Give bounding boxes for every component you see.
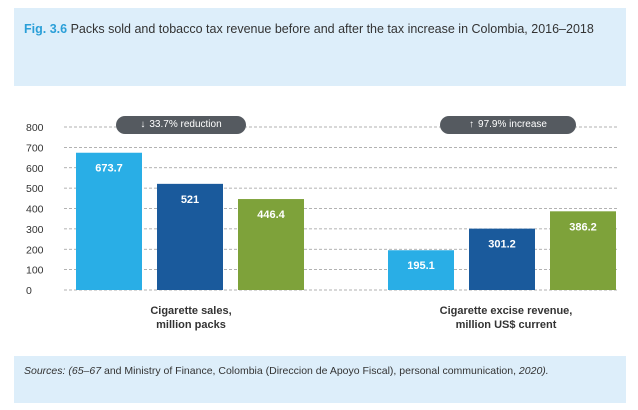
group-label-line: million US$ current — [455, 319, 557, 331]
bar-value-label: 301.2 — [488, 239, 516, 251]
bar — [388, 250, 454, 290]
bar — [76, 152, 142, 290]
y-tick-label: 700 — [26, 142, 44, 154]
bar — [157, 183, 223, 290]
bar-value-label: 673.7 — [95, 163, 123, 175]
sources-text: and Ministry of Finance, Colombia (Direc… — [101, 365, 519, 377]
down-arrow-icon: ↓ — [140, 119, 146, 130]
y-tick-label: 300 — [26, 224, 44, 236]
bar-value-label: 521 — [181, 194, 199, 206]
group-label-line: million packs — [156, 319, 226, 331]
y-tick-label: 500 — [26, 183, 44, 195]
bar-value-label: 446.4 — [257, 209, 285, 221]
y-tick-label: 600 — [26, 163, 44, 175]
y-tick-label: 100 — [26, 265, 44, 277]
annotation-text: 33.7% reduction — [149, 119, 222, 130]
y-tick-label: 0 — [26, 285, 32, 297]
group-label-sales: Cigarette sales, million packs — [106, 304, 276, 332]
figure-title: Fig. 3.6 Packs sold and tobacco tax reve… — [24, 20, 614, 38]
figure-caption: Packs sold and tobacco tax revenue befor… — [70, 22, 594, 36]
y-tick-label: 800 — [26, 122, 44, 134]
bar — [238, 199, 304, 290]
group-label-revenue: Cigarette excise revenue, million US$ cu… — [406, 304, 606, 332]
group-label-line: Cigarette sales, — [150, 305, 232, 317]
sources-year: 2020). — [518, 365, 549, 377]
group-label-line: Cigarette excise revenue, — [439, 305, 573, 317]
up-arrow-icon: ↑ — [469, 119, 475, 130]
annotation-text: 97.9% increase — [478, 119, 547, 130]
bar — [550, 211, 616, 290]
sources-note: Sources: (65–67 and Ministry of Finance,… — [24, 364, 620, 379]
reduction-annotation: ↓ 33.7% reduction — [116, 116, 246, 134]
figure-panel: Fig. 3.6 Packs sold and tobacco tax reve… — [14, 8, 626, 403]
figure-number: Fig. 3.6 — [24, 22, 68, 36]
increase-annotation: ↑ 97.9% increase — [440, 116, 576, 134]
bar-value-label: 386.2 — [569, 221, 597, 233]
bar-chart: 0 100 200 300 400 500 600 700 800 673.7 521 446.4 19… — [26, 122, 619, 297]
bar — [469, 228, 535, 290]
bar-value-label: 195.1 — [407, 260, 435, 272]
y-tick-label: 400 — [26, 204, 44, 216]
y-tick-label: 200 — [26, 244, 44, 256]
sources-label: Sources: (65–67 — [24, 365, 102, 377]
